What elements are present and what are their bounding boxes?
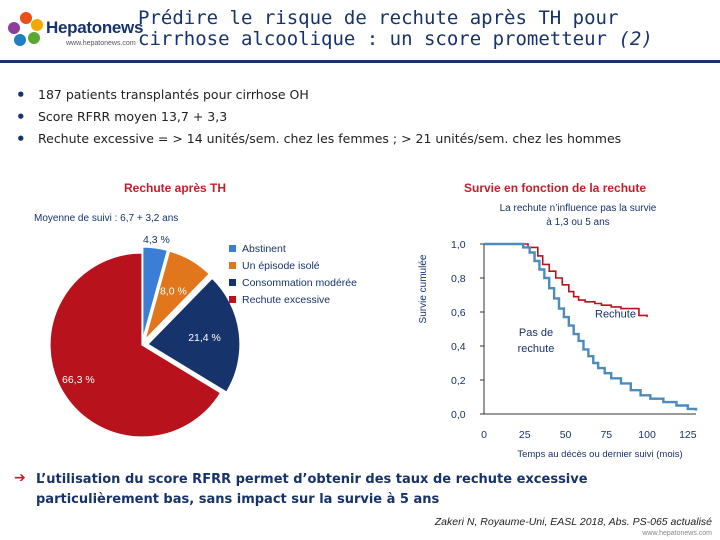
- conclusion-line-2: particulièrement bas, sans impact sur la…: [36, 492, 440, 507]
- x-tick-label: 100: [638, 429, 656, 441]
- legend-item-single-episode: Un épisode isolé: [229, 257, 357, 274]
- series-label-pas-de-rechute: Pas de: [519, 327, 553, 339]
- pie-slice-moderate: [146, 277, 241, 393]
- y-tick-label: 0,2: [451, 375, 466, 387]
- x-tick-label: 0: [481, 429, 487, 441]
- title-line-1: Prédire le risque de rechute après TH po…: [138, 7, 619, 29]
- arrow-icon: ➔: [14, 470, 26, 486]
- pie-label-abstinent: 4,3 %: [143, 235, 170, 246]
- pie-title: Rechute après TH: [124, 181, 227, 195]
- pie-slice-abstinent: [142, 246, 169, 340]
- y-tick-label: 0,4: [451, 341, 466, 353]
- bullet-item: 187 patients transplantés pour cirrhose …: [14, 84, 714, 106]
- pie-label-single-episode: 8,0 %: [160, 285, 187, 297]
- logo-url: www.hepatonews.com: [66, 40, 136, 47]
- survival-note-line-2: à 1,3 ou 5 ans: [546, 217, 610, 228]
- title-number: (2): [618, 28, 653, 50]
- reference: Zakeri N, Royaume-Uni, EASL 2018, Abs. P…: [434, 516, 712, 528]
- series-label-rechute: Rechute: [595, 309, 636, 321]
- y-axis-label: Survie cumulée: [418, 254, 429, 323]
- pie-label-excessive: 66,3 %: [62, 374, 95, 386]
- legend-swatch: [229, 279, 236, 286]
- title-line-2-text: cirrhose alcoolique : un score prometteu…: [138, 28, 607, 50]
- legend-label: Rechute excessive: [242, 293, 331, 306]
- header-divider: [0, 60, 720, 63]
- y-tick-label: 0,6: [451, 307, 466, 319]
- y-tick-label: 0,0: [451, 409, 466, 421]
- legend-label: Un épisode isolé: [242, 259, 320, 272]
- pie-legend: Abstinent Un épisode isolé Consommation …: [229, 240, 357, 308]
- y-tick-label: 0,8: [451, 273, 466, 285]
- legend-label: Consommation modérée: [242, 276, 357, 289]
- y-tick-label: 1,0: [451, 239, 466, 251]
- x-tick-label: 125: [679, 429, 697, 441]
- survival-note-line-1: La rechute n’influence pas la survie: [499, 203, 657, 214]
- footer-url: www.hepatonews.com: [642, 530, 712, 537]
- conclusion: L’utilisation du score RFRR permet d’obt…: [36, 470, 706, 510]
- pie-slice-excessive: [49, 252, 222, 438]
- x-tick-label: 75: [600, 429, 612, 441]
- x-tick-label: 25: [519, 429, 531, 441]
- bullet-item: Rechute excessive = > 14 unités/sem. che…: [14, 128, 714, 150]
- legend-swatch: [229, 296, 236, 303]
- survival-title: Survie en fonction de la rechute: [464, 181, 647, 195]
- survival-note: La rechute n’influence pas la survie à 1…: [448, 202, 708, 230]
- page-title: Prédire le risque de rechute après TH po…: [138, 8, 698, 50]
- legend-label: Abstinent: [242, 242, 286, 255]
- bullet-list: 187 patients transplantés pour cirrhose …: [14, 84, 714, 150]
- legend-item-abstinent: Abstinent: [229, 240, 357, 257]
- legend-swatch: [229, 245, 236, 252]
- series-line-rechute: [484, 243, 648, 318]
- conclusion-line-1: L’utilisation du score RFRR permet d’obt…: [36, 472, 588, 487]
- logo-text: Hepatonews: [46, 18, 144, 37]
- bullet-item: Score RFRR moyen 13,7 + 3,3: [14, 106, 714, 128]
- series-line-pas-de-rechute: [484, 242, 698, 411]
- title-line-2: cirrhose alcoolique : un score prometteu…: [138, 29, 698, 50]
- logo-flower-icon: [8, 12, 43, 46]
- survival-chart: 0,0 0,2 0,4 0,6 0,8 1,0 Survie cumulée 0 25 50 75 1…: [418, 239, 698, 460]
- legend-swatch: [229, 262, 236, 269]
- pie-label-moderate: 21,4 %: [188, 332, 221, 344]
- pie-slice-single-episode: [144, 250, 211, 341]
- legend-item-excessive: Rechute excessive: [229, 291, 357, 308]
- follow-up-note: Moyenne de suivi : 6,7 + 3,2 ans: [34, 213, 179, 224]
- x-axis-label: Temps au décès ou dernier suivi (mois): [517, 449, 682, 460]
- legend-item-moderate: Consommation modérée: [229, 274, 357, 291]
- series-label-pas-de-rechute-line-2: rechute: [518, 343, 555, 355]
- pie-chart: 4,3 % 8,0 % 21,4 % 66,3 %: [49, 235, 241, 438]
- x-tick-label: 50: [560, 429, 572, 441]
- logo: Hepatonews www.hepatonews.com: [6, 4, 143, 56]
